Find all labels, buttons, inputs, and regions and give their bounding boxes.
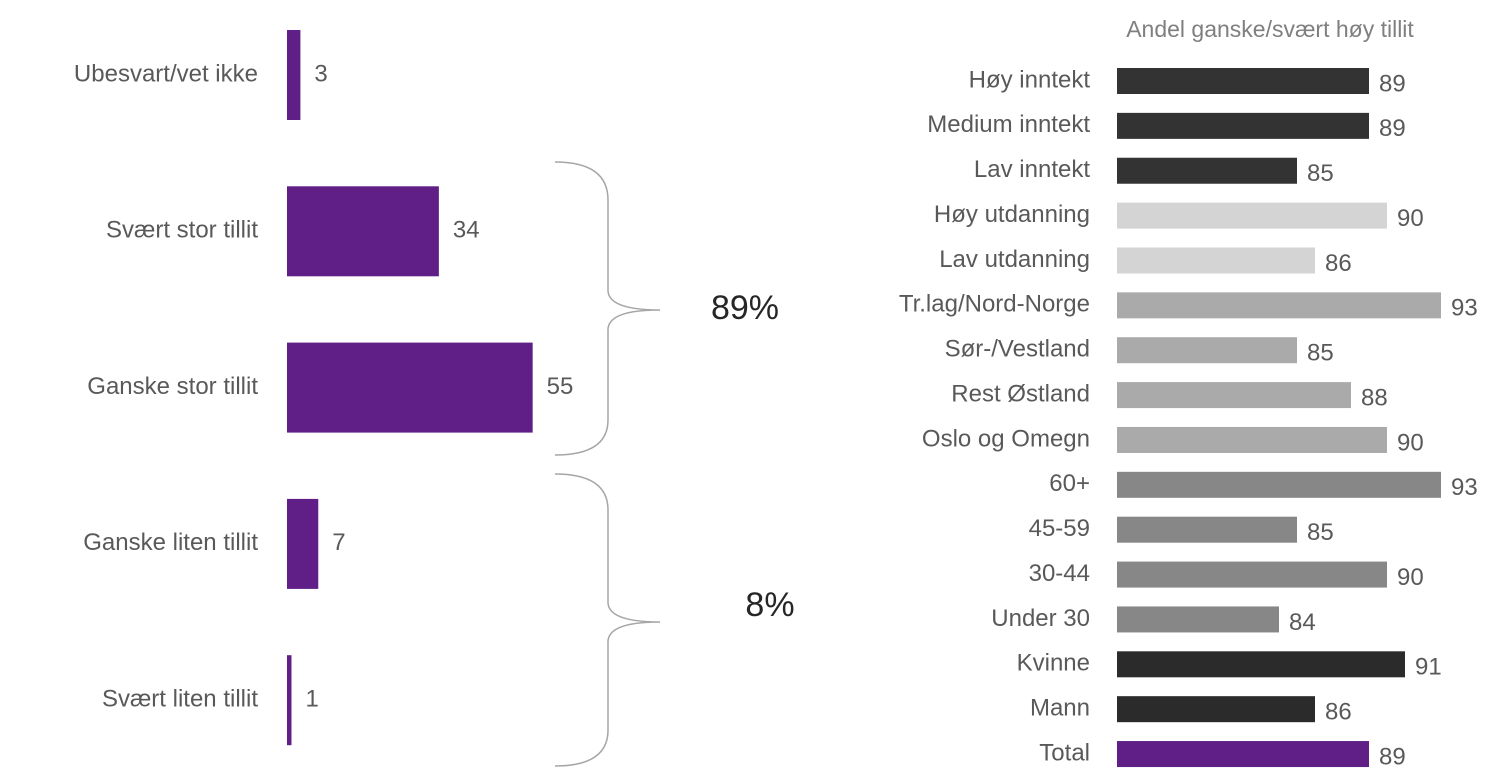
- value-label: 86: [1325, 250, 1352, 277]
- y-tick-label: Total: [1039, 739, 1090, 766]
- bar: [1117, 741, 1369, 768]
- y-tick-label: Tr.lag/Nord-Norge: [899, 291, 1090, 318]
- y-tick-label: 60+: [1049, 470, 1090, 497]
- y-tick-label: Kvinne: [1017, 650, 1090, 677]
- bar: [1117, 696, 1315, 723]
- value-label: 85: [1307, 160, 1334, 187]
- value-label: 89: [1379, 115, 1406, 142]
- value-label: 93: [1451, 295, 1478, 322]
- value-label: 34: [453, 217, 480, 244]
- bar: [1117, 426, 1387, 453]
- y-tick-label: Under 30: [991, 605, 1090, 632]
- bar: [1117, 157, 1297, 184]
- bar: [1117, 516, 1297, 543]
- value-label: 90: [1397, 205, 1424, 232]
- y-tick-label: Oslo og Omegn: [922, 425, 1090, 452]
- bar: [1117, 651, 1405, 678]
- y-tick-label: Medium inntekt: [927, 111, 1090, 138]
- bar: [287, 30, 301, 120]
- y-tick-label: Ubesvart/vet ikke: [74, 60, 258, 87]
- bracket: [554, 473, 661, 767]
- bar: [1117, 112, 1369, 139]
- value-label: 86: [1325, 699, 1352, 726]
- value-label: 89: [1379, 70, 1406, 97]
- y-tick-label: Rest Østland: [951, 380, 1090, 407]
- y-tick-label: 45-59: [1029, 515, 1090, 542]
- bar: [1117, 247, 1315, 274]
- y-tick-label: Ganske stor tillit: [87, 373, 258, 400]
- value-label: 84: [1289, 609, 1316, 636]
- value-label: 3: [314, 60, 327, 87]
- value-label: 93: [1451, 474, 1478, 501]
- value-label: 1: [305, 686, 318, 713]
- bar: [1117, 382, 1351, 409]
- y-tick-label: Sør-/Vestland: [945, 336, 1090, 363]
- value-label: 91: [1415, 654, 1442, 681]
- chart-title: Andel ganske/svært høy tillit: [1126, 16, 1414, 42]
- y-tick-label: Svært stor tillit: [106, 217, 258, 244]
- annotation: 89%: [711, 289, 779, 327]
- annotation: 8%: [745, 586, 794, 624]
- y-tick-label: 30-44: [1029, 560, 1090, 587]
- bar: [1117, 202, 1387, 229]
- y-tick-label: Ganske liten tillit: [83, 529, 258, 556]
- y-tick-label: Lav inntekt: [974, 156, 1090, 183]
- bar: [1117, 68, 1369, 94]
- bar: [1117, 337, 1297, 364]
- y-tick-label: Svært liten tillit: [102, 686, 258, 713]
- value-label: 55: [547, 373, 574, 400]
- y-tick-label: Høy utdanning: [934, 201, 1090, 228]
- value-label: 85: [1307, 519, 1334, 546]
- bracket: [554, 161, 661, 456]
- bar: [287, 655, 292, 746]
- y-tick-label: Lav utdanning: [939, 246, 1090, 273]
- bar: [287, 342, 533, 433]
- value-label: 7: [332, 529, 345, 556]
- y-tick-label: Mann: [1030, 695, 1090, 722]
- bar: [287, 186, 439, 277]
- value-label: 90: [1397, 564, 1424, 591]
- bar: [1117, 292, 1441, 319]
- bar: [287, 498, 319, 589]
- value-label: 88: [1361, 384, 1388, 411]
- bar: [1117, 471, 1441, 498]
- value-label: 85: [1307, 340, 1334, 367]
- value-label: 89: [1379, 743, 1406, 769]
- bar: [1117, 606, 1279, 633]
- bar: [1117, 561, 1387, 588]
- value-label: 90: [1397, 429, 1424, 456]
- y-tick-label: Høy inntekt: [969, 66, 1091, 93]
